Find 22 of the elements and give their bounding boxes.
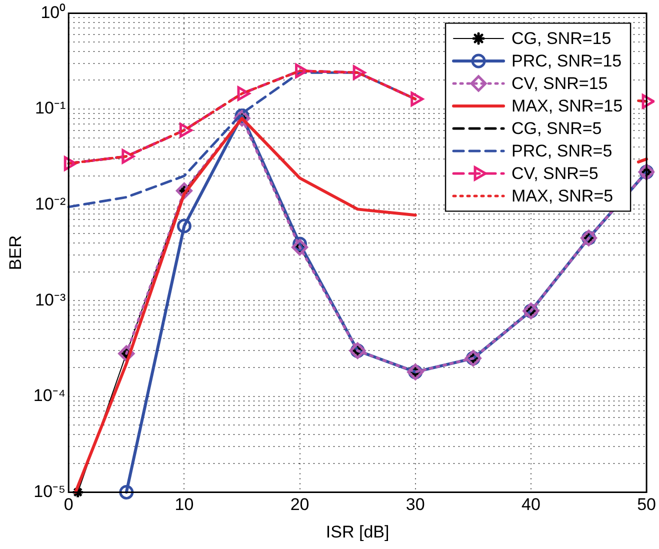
x-tick-label: 40 (522, 495, 540, 514)
y-tick-label: 10⁻² (35, 194, 66, 214)
legend-label: CG, SNR=15 (512, 29, 612, 48)
y-tick-label: 10⁻³ (35, 290, 66, 310)
legend-label: MAX, SNR=15 (512, 96, 623, 116)
x-tick-label: 10 (174, 495, 194, 514)
x-tick-label: 20 (290, 495, 310, 514)
x-tick-label: 0 (64, 495, 74, 514)
y-tick-label: 10⁻⁵ (34, 482, 66, 501)
x-tick-label: 50 (637, 495, 656, 514)
y-tick-label: 10⁻⁴ (33, 386, 66, 406)
legend-label: MAX, SNR=5 (512, 186, 614, 206)
legend-label: CV, SNR=5 (512, 164, 598, 184)
y-tick-label: 10⁻¹ (35, 98, 66, 118)
legend-label: CV, SNR=15 (512, 74, 608, 94)
legend-label: CG, SNR=5 (512, 119, 602, 138)
x-tick-label: 30 (406, 495, 425, 514)
y-axis-title: BER (6, 235, 25, 270)
legend-label: PRC, SNR=15 (512, 52, 622, 71)
y-tick-label: 10⁰ (40, 2, 66, 22)
x-axis-title: ISR [dB] (326, 522, 390, 542)
legend-label: PRC, SNR=5 (512, 142, 612, 161)
